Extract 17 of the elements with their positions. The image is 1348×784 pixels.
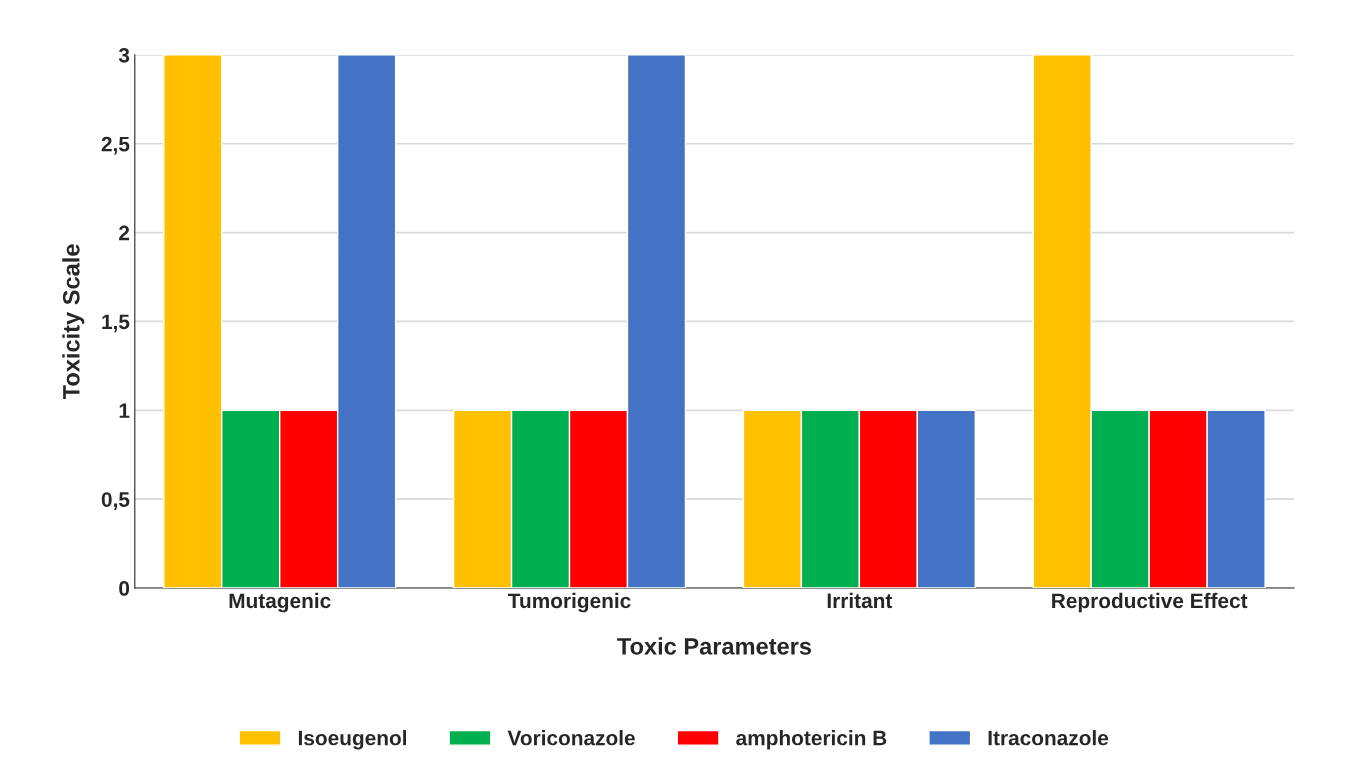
legend-label: Voriconazole bbox=[507, 730, 635, 746]
y-tick-label: 1 bbox=[119, 403, 130, 418]
y-axis-title: Toxicity Scale bbox=[62, 244, 85, 400]
legend-label: Isoeugenol bbox=[298, 730, 407, 750]
y-tick-label: 2 bbox=[119, 225, 130, 241]
y-tick-label: 1,5 bbox=[102, 314, 130, 333]
x-tick-label: Reproductive Effect bbox=[1052, 592, 1248, 613]
y-tick-label: 2,5 bbox=[101, 136, 130, 155]
x-axis-title: Toxic Parameters bbox=[617, 637, 812, 655]
x-tick-label: Irritant bbox=[827, 592, 893, 609]
y-tick-label: 3 bbox=[118, 47, 130, 63]
legend-label: amphotericin B bbox=[736, 730, 887, 750]
legend-label: Itraconazole bbox=[988, 730, 1109, 746]
x-tick-label: Mutagenic bbox=[229, 592, 331, 613]
y-tick-label: 0 bbox=[119, 581, 130, 596]
y-tick-label: 0,5 bbox=[101, 492, 130, 510]
x-tick-label: Tumorigenic bbox=[508, 592, 631, 613]
